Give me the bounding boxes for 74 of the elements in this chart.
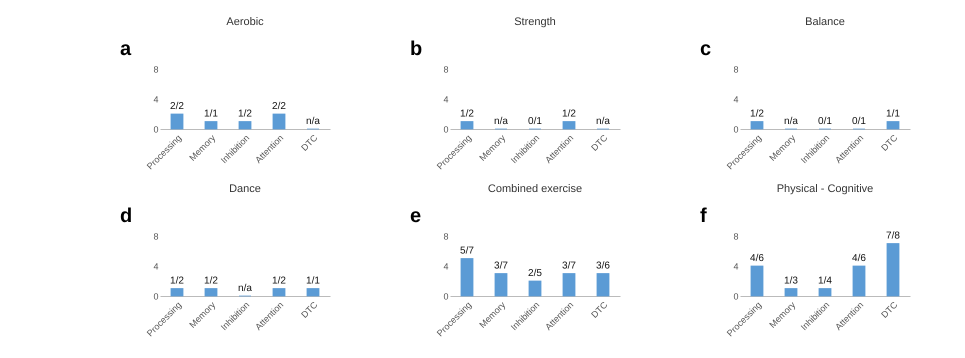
annotation: 3/7 bbox=[562, 260, 576, 272]
annotation: 0/1 bbox=[852, 116, 866, 127]
y-tick-label: 8 bbox=[153, 232, 158, 242]
annotation: 3/7 bbox=[494, 260, 508, 272]
bar bbox=[852, 266, 866, 296]
annotation: 1/3 bbox=[784, 276, 798, 286]
bar bbox=[494, 273, 508, 296]
annotation: n/a bbox=[784, 116, 798, 127]
annotation: 2/2 bbox=[170, 101, 184, 112]
text: b bbox=[410, 38, 422, 60]
annotation: 2/2 bbox=[272, 101, 286, 112]
annotation: n/a bbox=[238, 283, 252, 294]
y-tick-label: 8 bbox=[733, 232, 738, 242]
annotation: 1/1 bbox=[886, 108, 900, 120]
annotation: 1/2 bbox=[272, 276, 286, 286]
text: e bbox=[410, 205, 422, 227]
annotation: 4/6 bbox=[750, 253, 764, 264]
y-tick-label: 8 bbox=[443, 232, 448, 242]
annotation: 4/6 bbox=[852, 253, 866, 264]
text: d bbox=[120, 205, 132, 227]
y-tick-label: 4 bbox=[733, 94, 738, 104]
annotation: n/a bbox=[596, 116, 610, 127]
annotation: 1/1 bbox=[306, 276, 320, 286]
y-tick-label: 0 bbox=[153, 124, 158, 134]
annotation: 7/8 bbox=[886, 230, 900, 242]
y-tick-label: 8 bbox=[443, 64, 448, 74]
annotation: n/a bbox=[494, 116, 508, 127]
y-tick-label: 0 bbox=[443, 124, 448, 134]
bar bbox=[528, 280, 542, 296]
chart-title: Aerobic bbox=[226, 16, 264, 28]
y-tick-label: 4 bbox=[443, 262, 448, 272]
annotation: 5/7 bbox=[460, 246, 474, 256]
annotation: 0/1 bbox=[818, 116, 832, 127]
y-tick-label: 0 bbox=[733, 124, 738, 134]
annotation: 0/1 bbox=[528, 116, 542, 127]
chart-title: Dance bbox=[229, 183, 261, 195]
text: a bbox=[120, 38, 132, 60]
annotation: 1/4 bbox=[818, 276, 832, 286]
chart-title: Balance bbox=[805, 16, 845, 28]
bar bbox=[238, 121, 252, 130]
text: c bbox=[700, 38, 712, 60]
bar bbox=[886, 243, 900, 296]
y-tick-label: 0 bbox=[153, 292, 158, 302]
chart-title: Combined exercise bbox=[488, 183, 582, 195]
annotation: 3/6 bbox=[596, 260, 610, 272]
annotation: 2/5 bbox=[528, 268, 542, 279]
bar bbox=[818, 288, 832, 296]
y-tick-label: 0 bbox=[733, 292, 738, 302]
y-tick-label: 8 bbox=[153, 64, 158, 74]
annotation: 1/2 bbox=[562, 108, 576, 120]
annotation: n/a bbox=[306, 116, 320, 127]
text: f bbox=[700, 205, 707, 227]
bar bbox=[750, 266, 764, 296]
annotation: 1/2 bbox=[204, 276, 218, 286]
annotation: 1/2 bbox=[460, 108, 474, 120]
y-tick-label: 0 bbox=[443, 292, 448, 302]
annotation: 1/1 bbox=[204, 108, 218, 120]
chart-title: Strength bbox=[514, 16, 556, 28]
annotation: 1/2 bbox=[750, 108, 764, 120]
bar bbox=[596, 273, 610, 296]
bar bbox=[784, 288, 798, 296]
y-tick-label: 4 bbox=[733, 262, 738, 272]
y-tick-label: 4 bbox=[153, 262, 158, 272]
annotation: 1/2 bbox=[238, 108, 252, 120]
bar bbox=[460, 258, 474, 296]
bar bbox=[170, 114, 184, 130]
chart-title: Physical - Cognitive bbox=[776, 183, 874, 195]
bar bbox=[272, 114, 286, 130]
y-tick-label: 4 bbox=[153, 94, 158, 104]
bar bbox=[204, 121, 218, 130]
bar bbox=[562, 273, 576, 296]
y-tick-label: 8 bbox=[733, 64, 738, 74]
annotation: 1/2 bbox=[170, 276, 184, 286]
y-tick-label: 4 bbox=[443, 94, 448, 104]
